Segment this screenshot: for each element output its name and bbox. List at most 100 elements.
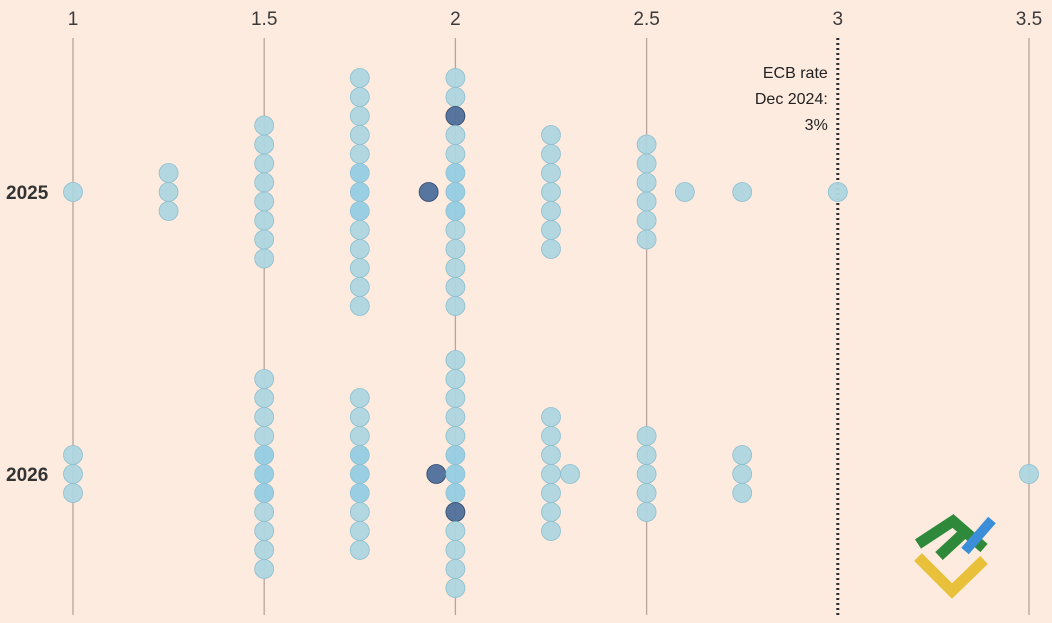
dot-2026-2.75 (732, 445, 753, 465)
dot-2026-1.75 (349, 388, 370, 408)
dot-2025-1.75 (349, 68, 370, 88)
dot-2025-1.93 (418, 182, 439, 202)
dot-2025-1.25 (158, 182, 179, 202)
dot-2026-2 (445, 407, 466, 427)
dot-2025-1.25 (158, 201, 179, 221)
dot-2025-1.75 (349, 125, 370, 145)
dot-2026-2 (445, 502, 466, 522)
dot-2026-1.5 (254, 521, 275, 541)
dot-2025-1.75 (349, 201, 370, 221)
dot-2025-2 (445, 125, 466, 145)
dot-2026-2.25 (541, 426, 561, 446)
dot-2026-1.5 (254, 540, 275, 560)
x-tick-label-1: 1 (68, 9, 79, 30)
dot-2026-1 (63, 464, 83, 484)
dot-2025-1.5 (254, 115, 275, 136)
dot-2026-2.25 (541, 445, 561, 465)
dot-2025-2 (445, 296, 466, 316)
dot-2026-2.5 (636, 426, 657, 446)
dot-2026-2 (445, 578, 466, 598)
dot-2026-2.25 (541, 521, 561, 541)
dot-2025-1.5 (254, 153, 275, 174)
dot-2025-2.5 (636, 153, 657, 174)
x-tick-label-2: 2 (450, 9, 461, 30)
dot-2025-2.5 (636, 210, 657, 231)
dot-2026-2.5 (636, 502, 657, 522)
dot-2026-2 (445, 350, 466, 370)
dot-2026-1.75 (349, 426, 370, 446)
dot-2026-1.75 (349, 407, 370, 427)
dot-2025-2 (445, 144, 466, 164)
dot-2026-2 (445, 559, 466, 579)
dot-2026-2.5 (636, 483, 657, 503)
dot-2026-1.5 (254, 426, 275, 446)
reference-line-label: Dec 2024: (755, 91, 828, 108)
dot-2025-2 (445, 87, 466, 107)
dot-2026-2.25 (541, 407, 561, 427)
reference-line-label: 3% (805, 117, 828, 134)
dot-2025-2.5 (636, 229, 657, 250)
dot-2025-1.75 (349, 239, 370, 259)
dot-2026-1.95 (426, 464, 447, 484)
x-tick-label-1.5: 1.5 (251, 9, 277, 30)
dot-2026-1 (63, 483, 83, 503)
dot-2025-2.5 (636, 172, 657, 193)
dot-2026-2 (445, 540, 466, 560)
dot-2026-1.75 (349, 445, 370, 465)
dot-2026-3.5 (1019, 464, 1039, 484)
dot-2026-2 (445, 445, 466, 465)
dot-2025-2 (445, 182, 466, 202)
dot-2025-2 (445, 258, 466, 278)
x-tick-label-3.5: 3.5 (1016, 9, 1042, 30)
dot-2026-1.5 (254, 445, 275, 465)
dot-2026-2.25 (541, 502, 561, 522)
dot-2026-1.75 (349, 502, 370, 522)
dot-2026-2 (445, 369, 466, 389)
dot-2025-2.25 (541, 163, 561, 183)
dot-2025-2.6 (674, 182, 695, 202)
dot-2025-1.75 (349, 182, 370, 202)
dot-2025-2 (445, 239, 466, 259)
dot-2025-2.25 (541, 220, 561, 240)
dot-2026-2.75 (732, 483, 753, 503)
dot-2026-1.5 (254, 464, 275, 484)
reference-line-group: ECB rate Dec 2024: 3% (755, 38, 840, 615)
dot-2026-2.25 (541, 483, 561, 503)
dot-2026-2 (445, 464, 466, 484)
dot-2025-1.5 (254, 191, 275, 212)
dot-2026-1.5 (254, 559, 275, 579)
dot-2026-2.5 (636, 445, 657, 465)
dot-2025-2.5 (636, 191, 657, 212)
dot-2025-1.75 (349, 163, 370, 183)
dot-2026-2.75 (732, 464, 753, 484)
dot-2025-2 (445, 68, 466, 88)
dot-2026-2.25 (541, 464, 561, 484)
dot-2025-1.25 (158, 163, 179, 183)
dot-2026-1.5 (254, 483, 275, 503)
dot-2025-2 (445, 106, 466, 126)
dot-2025-1.75 (349, 296, 370, 316)
dot-2025-1.75 (349, 144, 370, 164)
dot-2025-1 (63, 182, 83, 202)
dot-2026-2 (445, 483, 466, 503)
dot-2026-1.75 (349, 483, 370, 503)
dot-2025-1.75 (349, 277, 370, 297)
dot-2025-1.5 (254, 229, 275, 250)
x-axis-ticks: 1 1.5 2 2.5 3 3.5 (68, 9, 1043, 30)
dot-2025-2.25 (541, 144, 561, 164)
x-tick-label-3: 3 (833, 9, 844, 30)
dot-2025-2 (445, 220, 466, 240)
dot-2025-1.5 (254, 248, 275, 269)
dot-2025-2 (445, 163, 466, 183)
dot-2026-2 (445, 521, 466, 541)
row-label-2026: 2026 (6, 465, 48, 486)
dot-2026-1.75 (349, 464, 370, 484)
dot-2025-2.75 (732, 182, 753, 202)
dot-2025-2 (445, 201, 466, 221)
dot-2026-2.5 (636, 464, 657, 484)
dot-2025-1.5 (254, 172, 275, 193)
dot-2025-2.25 (541, 239, 561, 259)
dot-2025-2.25 (541, 201, 561, 221)
dot-2026-1.5 (254, 369, 275, 389)
